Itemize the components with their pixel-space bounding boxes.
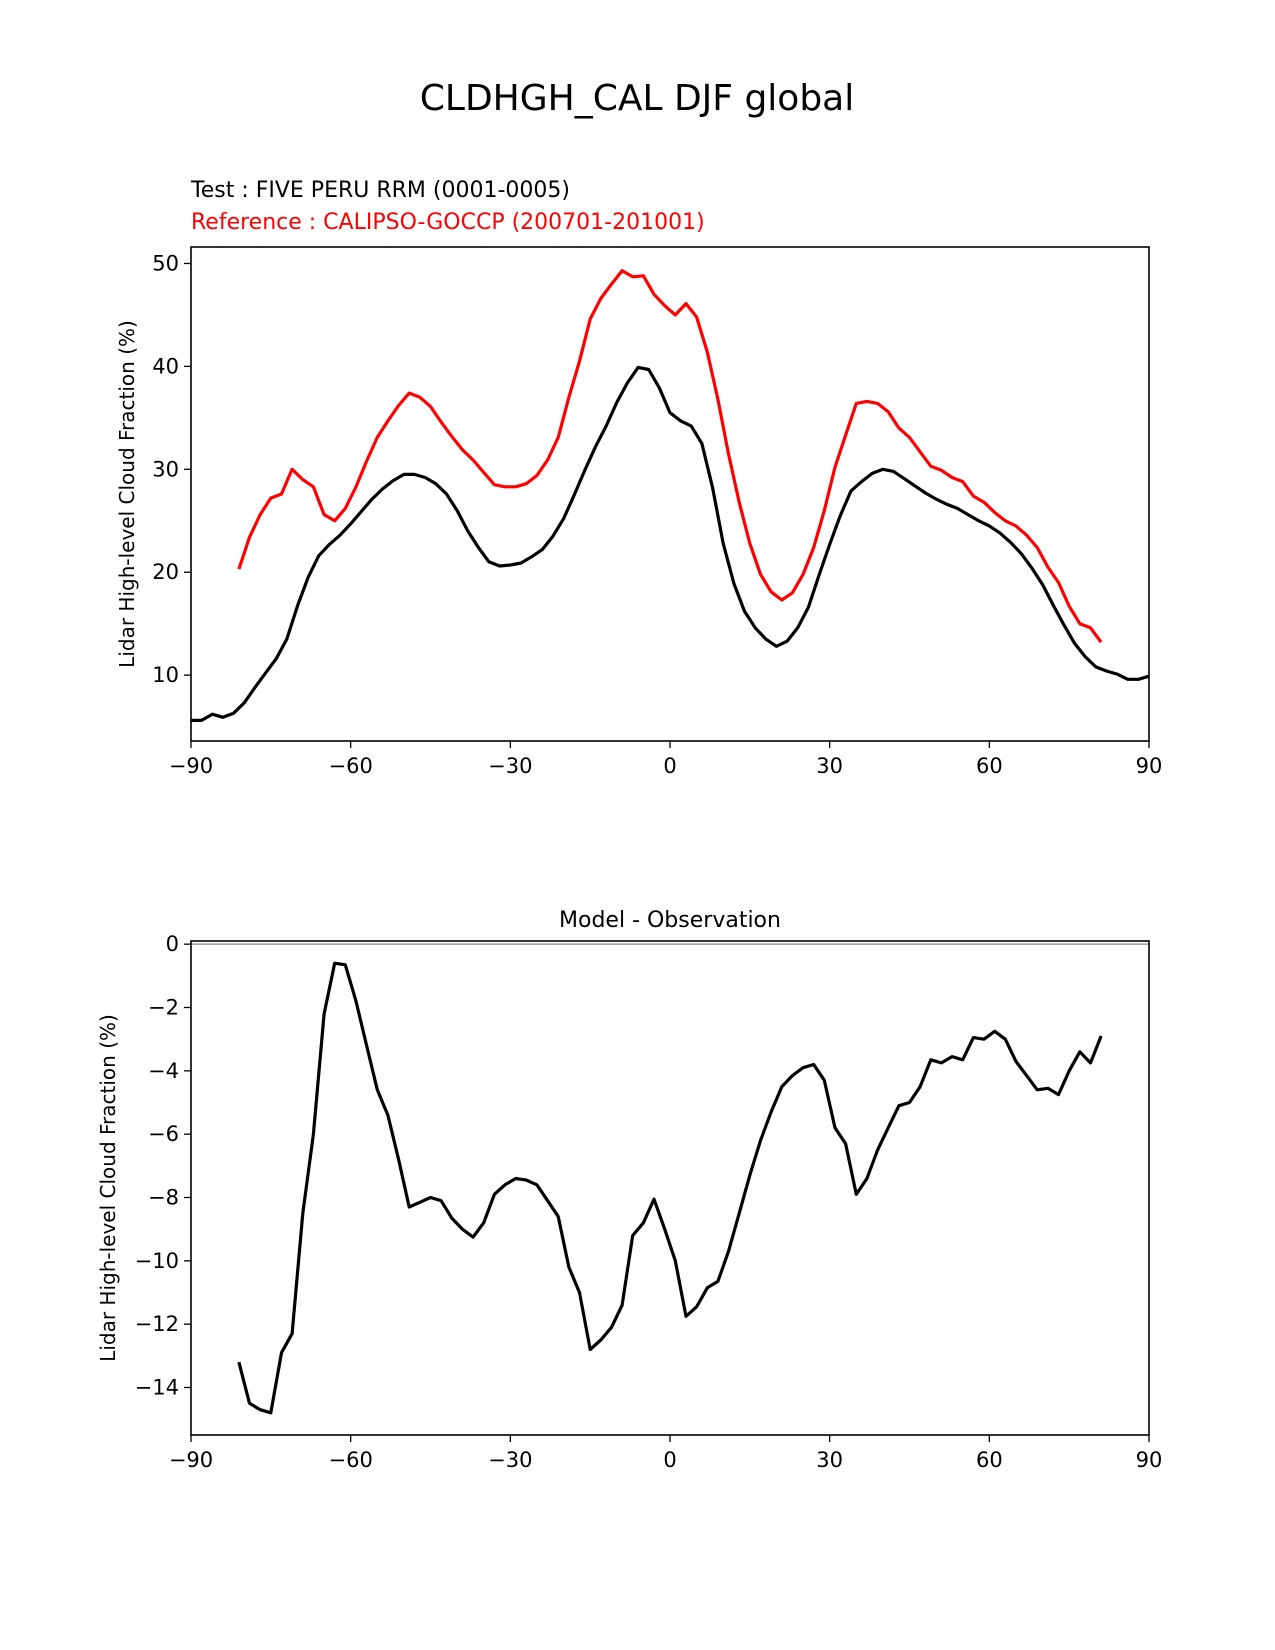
bottom-y-axis-label: Lidar High-level Cloud Fraction (%)	[96, 1014, 120, 1362]
y-tick-label: −6	[148, 1122, 179, 1146]
y-tick-label: 0	[166, 932, 179, 956]
top-ticks-group: −90 −60 −30 0 30 60 90 10 20 30 40 50	[152, 251, 1162, 778]
x-tick-label: 30	[816, 754, 843, 778]
y-tick-label: −14	[135, 1376, 179, 1400]
bottom-panel: Model - Observation −90 −60 −30 0 30 60 900−2−…	[96, 908, 1162, 1472]
y-tick-label: −12	[135, 1312, 179, 1336]
x-tick-label: 90	[1136, 1448, 1163, 1472]
bottom-series-group	[237, 961, 1103, 1415]
y-tick-label: −8	[148, 1186, 179, 1210]
top-panel: Test : FIVE PERU RRM (0001-0005) Referen…	[115, 178, 1162, 778]
x-tick-label: 60	[976, 754, 1003, 778]
y-tick-label: 50	[152, 251, 179, 275]
x-tick-label: 30	[816, 1448, 843, 1472]
figure-title: CLDHGH_CAL DJF global	[420, 78, 855, 119]
x-tick-label: −60	[329, 754, 373, 778]
x-tick-label: −30	[488, 1448, 532, 1472]
x-tick-label: −60	[329, 1448, 373, 1472]
x-tick-label: 60	[976, 1448, 1003, 1472]
series-line-0-1	[237, 269, 1103, 644]
y-tick-label: 20	[152, 560, 179, 584]
bottom-ticks-group: −90 −60 −30 0 30 60 90 0 −2 −4 −6 −8 −10 −12 −14	[135, 932, 1163, 1472]
y-tick-label: −4	[148, 1059, 179, 1083]
test-legend-label: Test : FIVE PERU RRM (0001-0005)	[190, 178, 570, 203]
y-tick-label: 10	[152, 663, 179, 687]
y-tick-label: −10	[135, 1249, 179, 1273]
series-line-0-0	[191, 365, 1150, 723]
bottom-axes-frame	[190, 940, 1150, 1436]
top-axes-frame	[190, 246, 1150, 742]
top-series-group	[191, 269, 1150, 723]
y-tick-label: 30	[152, 457, 179, 481]
x-tick-label: 0	[663, 754, 676, 778]
x-tick-label: 90	[1136, 754, 1163, 778]
x-tick-label: −90	[169, 754, 213, 778]
reference-legend-label: Reference : CALIPSO-GOCCP (200701-201001…	[191, 210, 705, 235]
x-tick-label: 0	[663, 1448, 676, 1472]
x-tick-label: −90	[169, 1448, 213, 1472]
y-tick-label: −2	[148, 996, 179, 1020]
y-tick-label: 40	[152, 354, 179, 378]
x-tick-label: −30	[488, 754, 532, 778]
series-line-1-0	[237, 961, 1103, 1415]
top-y-axis-label: Lidar High-level Cloud Fraction (%)	[115, 320, 139, 668]
bottom-panel-title: Model - Observation	[559, 908, 781, 933]
